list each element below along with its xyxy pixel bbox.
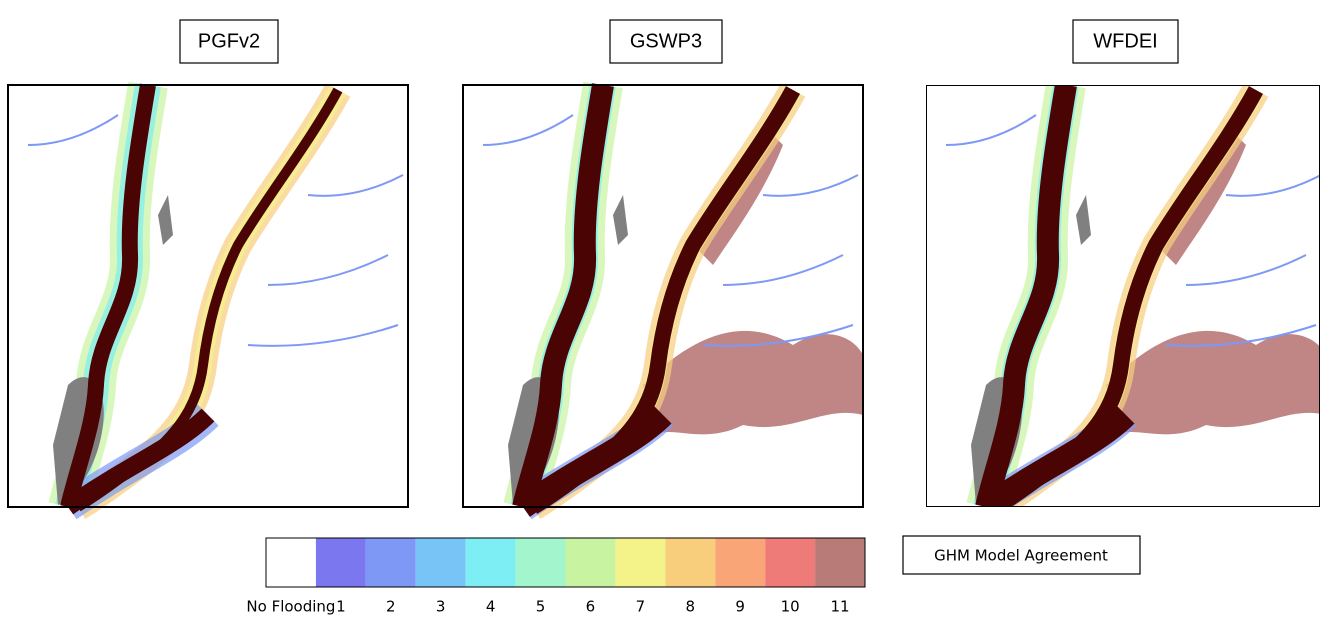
tributary: [27, 114, 119, 146]
tributary: [702, 324, 854, 347]
flood-extent: [1106, 331, 1320, 435]
colorbar-cell: [415, 538, 466, 587]
colorbar-label: 5: [536, 598, 546, 616]
colorbar-cell: [266, 538, 316, 587]
panel-title: WFDEI: [1093, 30, 1157, 52]
river: [979, 406, 1135, 507]
floodplain: [613, 195, 628, 245]
river: [975, 85, 1077, 507]
flood-extent: [643, 330, 863, 435]
colorbar-label: 1: [336, 598, 346, 616]
panel-title: GSWP3: [630, 30, 702, 52]
colorbar-label: 7: [636, 598, 646, 616]
tributary: [762, 174, 859, 197]
colorbar-cell: [515, 538, 566, 587]
colorbar-label: 11: [830, 598, 849, 616]
tributary: [1165, 324, 1317, 347]
tributary: [247, 324, 399, 347]
panel-title: PGFv2: [198, 30, 260, 52]
tributary: [267, 254, 389, 286]
colorbar-cell: [815, 538, 865, 587]
tributary: [307, 174, 404, 197]
panel-title-box: [1072, 19, 1179, 64]
tributary: [722, 254, 844, 286]
panel-title-box: [179, 19, 279, 64]
colorbar-label: 2: [386, 598, 396, 616]
tributary: [1225, 174, 1320, 197]
colorbar-label: 8: [686, 598, 696, 616]
map-panel: [462, 81, 864, 520]
colorbar-cell: [565, 538, 616, 587]
floodplain: [1076, 195, 1091, 245]
colorbar-cell: [665, 538, 716, 587]
colorbar-label: No Flooding: [246, 598, 335, 616]
legend-label: GHM Model Agreement: [934, 547, 1108, 565]
map-frame: [7, 84, 409, 508]
map-frame: [462, 84, 864, 508]
panel-title-box: [609, 19, 723, 64]
colorbar-cell: [615, 538, 666, 587]
river: [516, 406, 672, 517]
tributary: [482, 114, 574, 146]
map-panel: [7, 81, 409, 520]
river: [62, 408, 215, 515]
colorbar-label: 3: [436, 598, 446, 616]
colorbar-cell: [315, 538, 366, 587]
colorbar-cell: [365, 538, 416, 587]
colorbar-label: 4: [486, 598, 496, 616]
colorbar-label: 9: [735, 598, 745, 616]
colorbar-cell: [765, 538, 816, 587]
tributary: [945, 114, 1037, 146]
river: [60, 83, 156, 509]
colorbar-label: 10: [781, 598, 800, 616]
floodplain: [158, 195, 173, 245]
river: [512, 83, 614, 510]
map-panel: [926, 85, 1320, 507]
colorbar-label: 6: [586, 598, 596, 616]
legend-label-box: [902, 535, 1141, 575]
colorbar-frame: [265, 537, 866, 588]
colorbar-cell: [465, 538, 516, 587]
colorbar-cell: [715, 538, 766, 587]
tributary: [1185, 254, 1307, 286]
